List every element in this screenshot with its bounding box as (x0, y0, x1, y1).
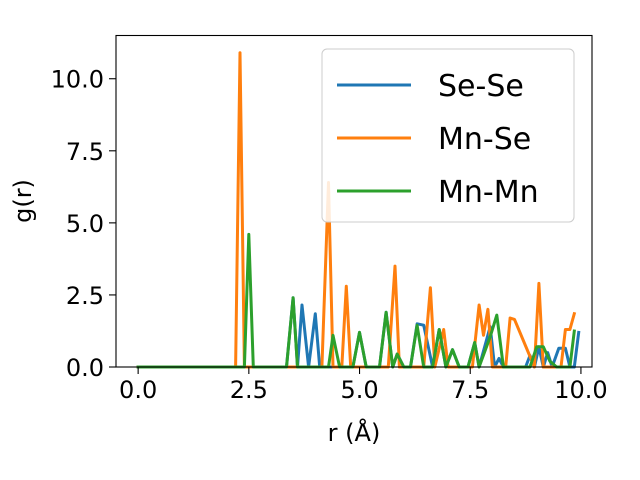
plot-frame (115, 34, 593, 368)
legend: Se-Se Mn-Se Mn-Mn (321, 48, 575, 223)
y-tick-label: 2.5 (66, 282, 104, 310)
x-axis-title: r (Å) (328, 418, 381, 447)
y-axis-title: g(r) (9, 179, 37, 223)
x-tick-label: 10.0 (554, 376, 607, 404)
x-tick-label: 7.5 (451, 376, 489, 404)
y-tick-label: 0.0 (66, 354, 104, 382)
y-tick-label: 5.0 (66, 210, 104, 238)
x-tick-label: 2.5 (230, 376, 268, 404)
legend-label-mn-mn: Mn-Mn (438, 175, 539, 210)
x-tick-label: 5.0 (340, 376, 378, 404)
ticks-layer: 0.0 2.5 5.0 7.5 10.0 0.0 2.5 5.0 7.5 10.0 (51, 66, 608, 404)
x-tick-label: 0.0 (119, 376, 157, 404)
legend-label-se-se: Se-Se (438, 69, 524, 104)
legend-box (321, 48, 575, 223)
y-tick-label: 7.5 (66, 138, 104, 166)
series-line-mn-se (136, 51, 577, 369)
legend-label-mn-se: Mn-Se (438, 122, 531, 157)
y-tick-label: 10.0 (51, 66, 104, 94)
